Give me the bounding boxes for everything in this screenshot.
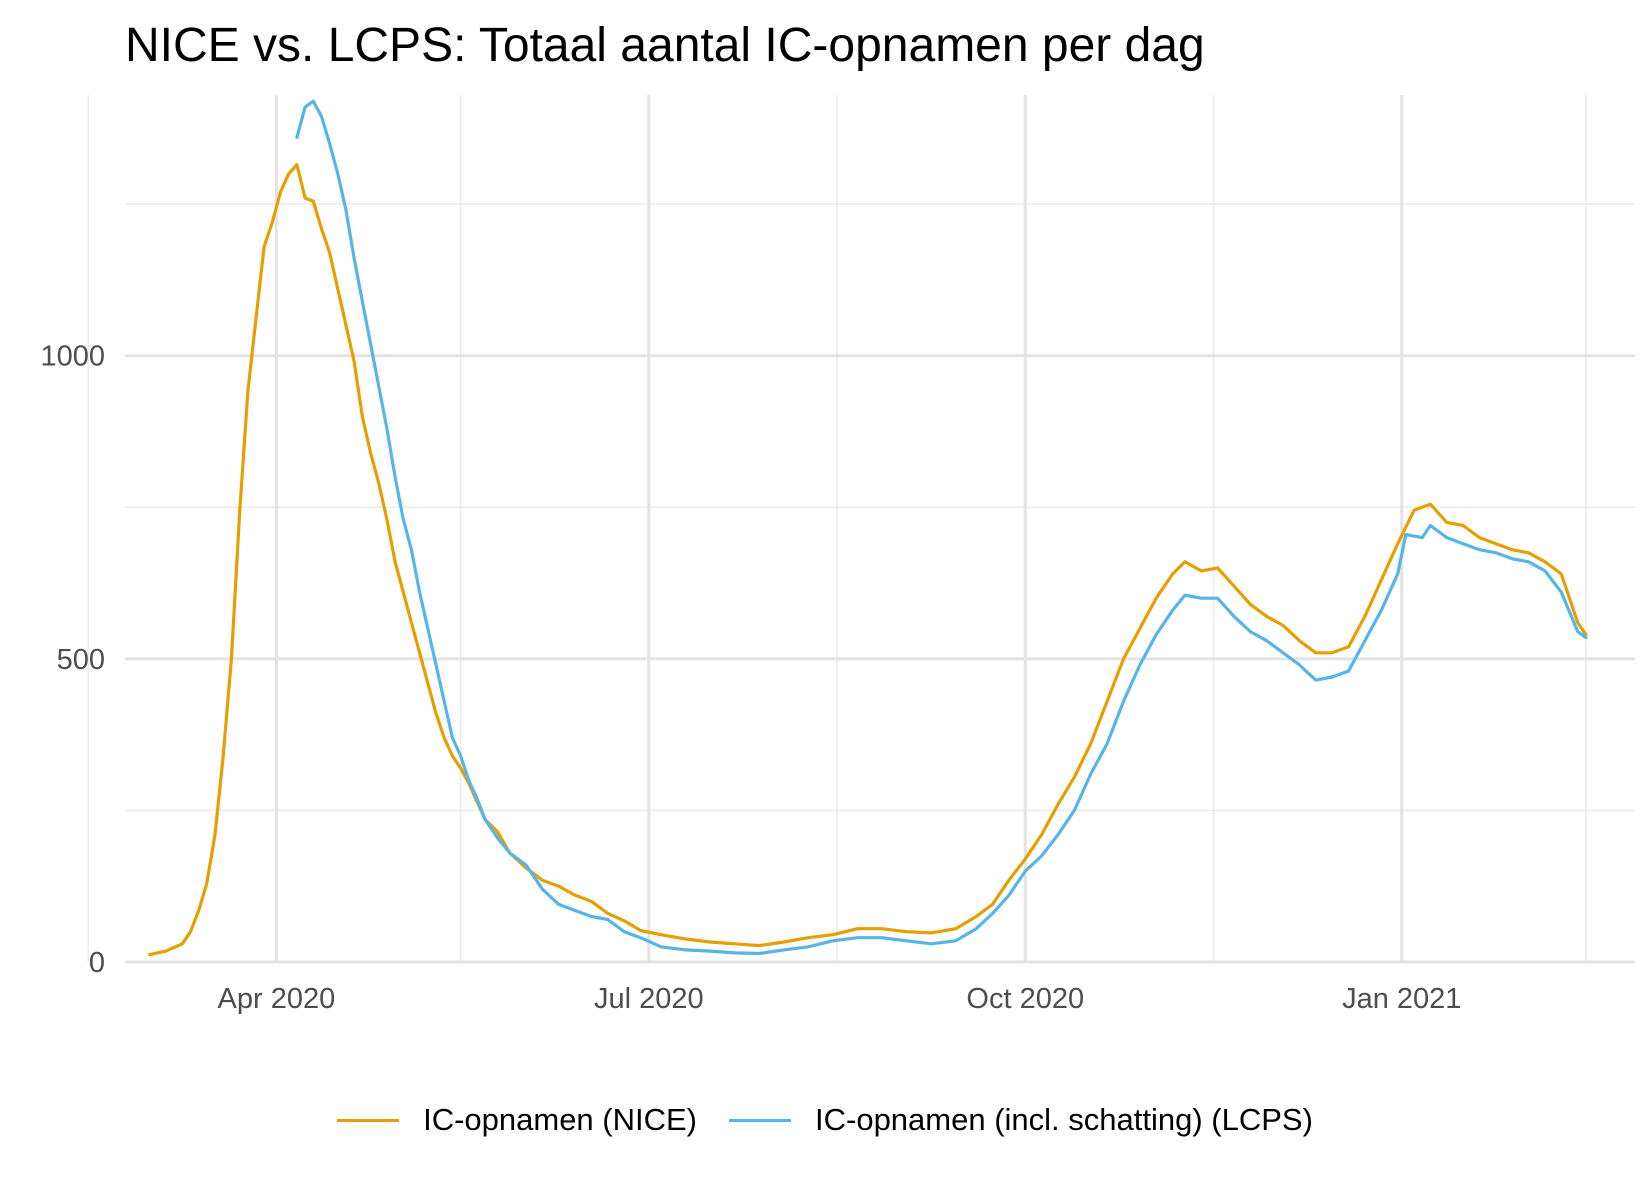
series-line-nice (148, 163, 1588, 957)
x-tick-label: Jan 2021 (1342, 983, 1461, 1015)
legend-item-nice: IC-opnamen (NICE) (337, 1102, 697, 1138)
chart-title: NICE vs. LCPS: Totaal aantal IC-opnamen … (125, 19, 1205, 72)
y-tick-labels: 0 500 1000 (40, 341, 105, 979)
legend-key-nice (337, 1118, 400, 1122)
x-tick-label: Jul 2020 (594, 983, 704, 1015)
x-tick-labels: Apr 2020 Jul 2020 Oct 2020 Jan 2021 (218, 983, 1462, 1015)
x-tick-label: Oct 2020 (966, 983, 1084, 1015)
y-tick-label: 500 (57, 644, 105, 676)
legend: IC-opnamen (NICE) IC-opnamen (incl. scha… (0, 1102, 1650, 1138)
legend-item-lcps: IC-opnamen (incl. schatting) (LCPS) (729, 1102, 1313, 1138)
y-tick-label: 1000 (40, 341, 105, 373)
legend-label-nice: IC-opnamen (NICE) (423, 1102, 697, 1137)
series-lines (148, 99, 1588, 957)
series-line-lcps (295, 99, 1588, 956)
x-tick-label: Apr 2020 (218, 983, 336, 1015)
legend-label-lcps: IC-opnamen (incl. schatting) (LCPS) (815, 1102, 1313, 1137)
legend-key-lcps (729, 1118, 791, 1122)
gridlines (87, 95, 1635, 964)
y-tick-label: 0 (89, 947, 105, 979)
